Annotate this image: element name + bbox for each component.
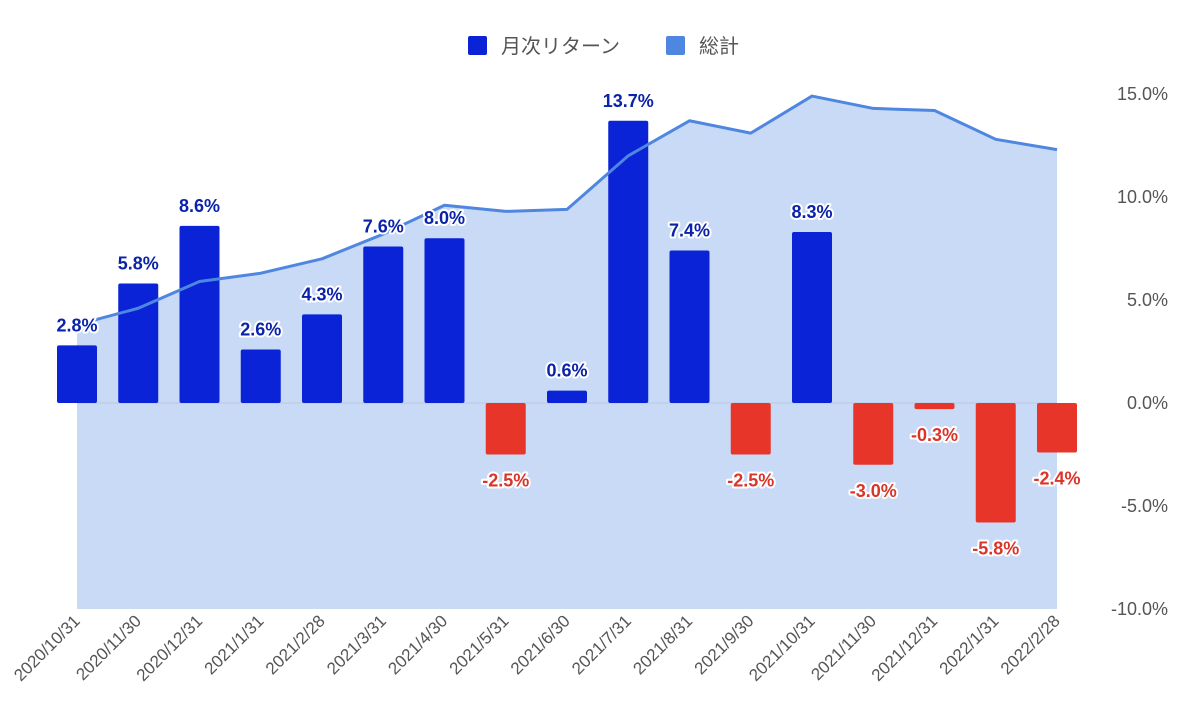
x-tick-label: 2021/10/31: [745, 611, 819, 685]
cumulative-area: [77, 96, 1057, 609]
y-tick-label: 10.0%: [1117, 187, 1168, 207]
legend-swatch: [468, 36, 487, 55]
legend-swatch: [666, 36, 685, 55]
x-tick-label: 2021/2/28: [262, 611, 329, 678]
bar-2020/12/31[interactable]: [180, 226, 220, 403]
data-label: -5.8%: [972, 538, 1019, 558]
y-tick-label: -5.0%: [1121, 496, 1168, 516]
bar-2021/1/31[interactable]: [241, 349, 281, 403]
legend-item[interactable]: 月次リターン: [468, 34, 620, 58]
data-label: -2.5%: [482, 471, 529, 491]
bar-2021/5/31[interactable]: [486, 403, 526, 455]
bar-2022/2/28[interactable]: [1037, 403, 1077, 452]
chart: 2.8% 5.8% 8.6% 2.6% 4.3% 7.6% 8.0% -2.5% 0.6% 13.…: [0, 0, 1200, 727]
bar-2021/10/31[interactable]: [792, 232, 832, 403]
bar-2022/1/31[interactable]: [976, 403, 1016, 522]
legend-label: 月次リターン: [501, 34, 620, 58]
data-label: 5.8%: [118, 254, 159, 274]
bar-2021/4/30[interactable]: [425, 238, 465, 403]
data-label: 13.7%: [603, 91, 654, 111]
x-tick-label: 2022/2/28: [997, 611, 1064, 678]
bar-2021/8/31[interactable]: [670, 251, 710, 403]
bar-2021/6/30[interactable]: [547, 391, 587, 403]
data-label: 2.8%: [56, 315, 97, 335]
data-label: -2.5%: [727, 471, 774, 491]
bar-2021/12/31[interactable]: [915, 403, 955, 409]
bar-2021/7/31[interactable]: [608, 121, 648, 403]
x-tick-label: 2021/7/31: [568, 611, 635, 678]
data-label: 8.0%: [424, 208, 465, 228]
y-tick-label: 5.0%: [1127, 290, 1168, 310]
data-label: 8.3%: [791, 202, 832, 222]
bar-2021/3/31[interactable]: [363, 246, 403, 403]
x-tick-label: 2020/10/31: [10, 611, 84, 685]
x-tick-label: 2021/8/31: [629, 611, 696, 678]
legend-label: 総計: [699, 34, 739, 58]
data-label: -3.0%: [850, 481, 897, 501]
data-label: 7.4%: [669, 221, 710, 241]
bar-2021/9/30[interactable]: [731, 403, 771, 455]
bar-2021/2/28[interactable]: [302, 314, 342, 403]
x-tick-label: 2021/4/30: [384, 611, 451, 678]
x-tick-label: 2021/1/31: [201, 611, 268, 678]
data-label: 0.6%: [546, 361, 587, 381]
x-tick-label: 2021/3/31: [323, 611, 390, 678]
data-label: 2.6%: [240, 319, 281, 339]
data-label: -2.4%: [1033, 468, 1080, 488]
y-tick-label: 15.0%: [1117, 84, 1168, 104]
x-tick-label: 2020/12/31: [133, 611, 207, 685]
x-tick-label: 2022/1/31: [936, 611, 1003, 678]
x-tick-label: 2021/5/31: [446, 611, 513, 678]
data-label: 7.6%: [363, 216, 404, 236]
x-tick-label: 2021/6/30: [507, 611, 574, 678]
y-tick-label: 0.0%: [1127, 393, 1168, 413]
legend-item[interactable]: 総計: [666, 34, 739, 58]
y-tick-label: -10.0%: [1111, 599, 1168, 619]
x-tick-label: 2021/12/31: [868, 611, 942, 685]
bar-2020/10/31[interactable]: [57, 345, 97, 403]
data-label: 4.3%: [301, 284, 342, 304]
data-label: -0.3%: [911, 425, 958, 445]
bar-2021/11/30[interactable]: [853, 403, 893, 465]
data-label: 8.6%: [179, 196, 220, 216]
